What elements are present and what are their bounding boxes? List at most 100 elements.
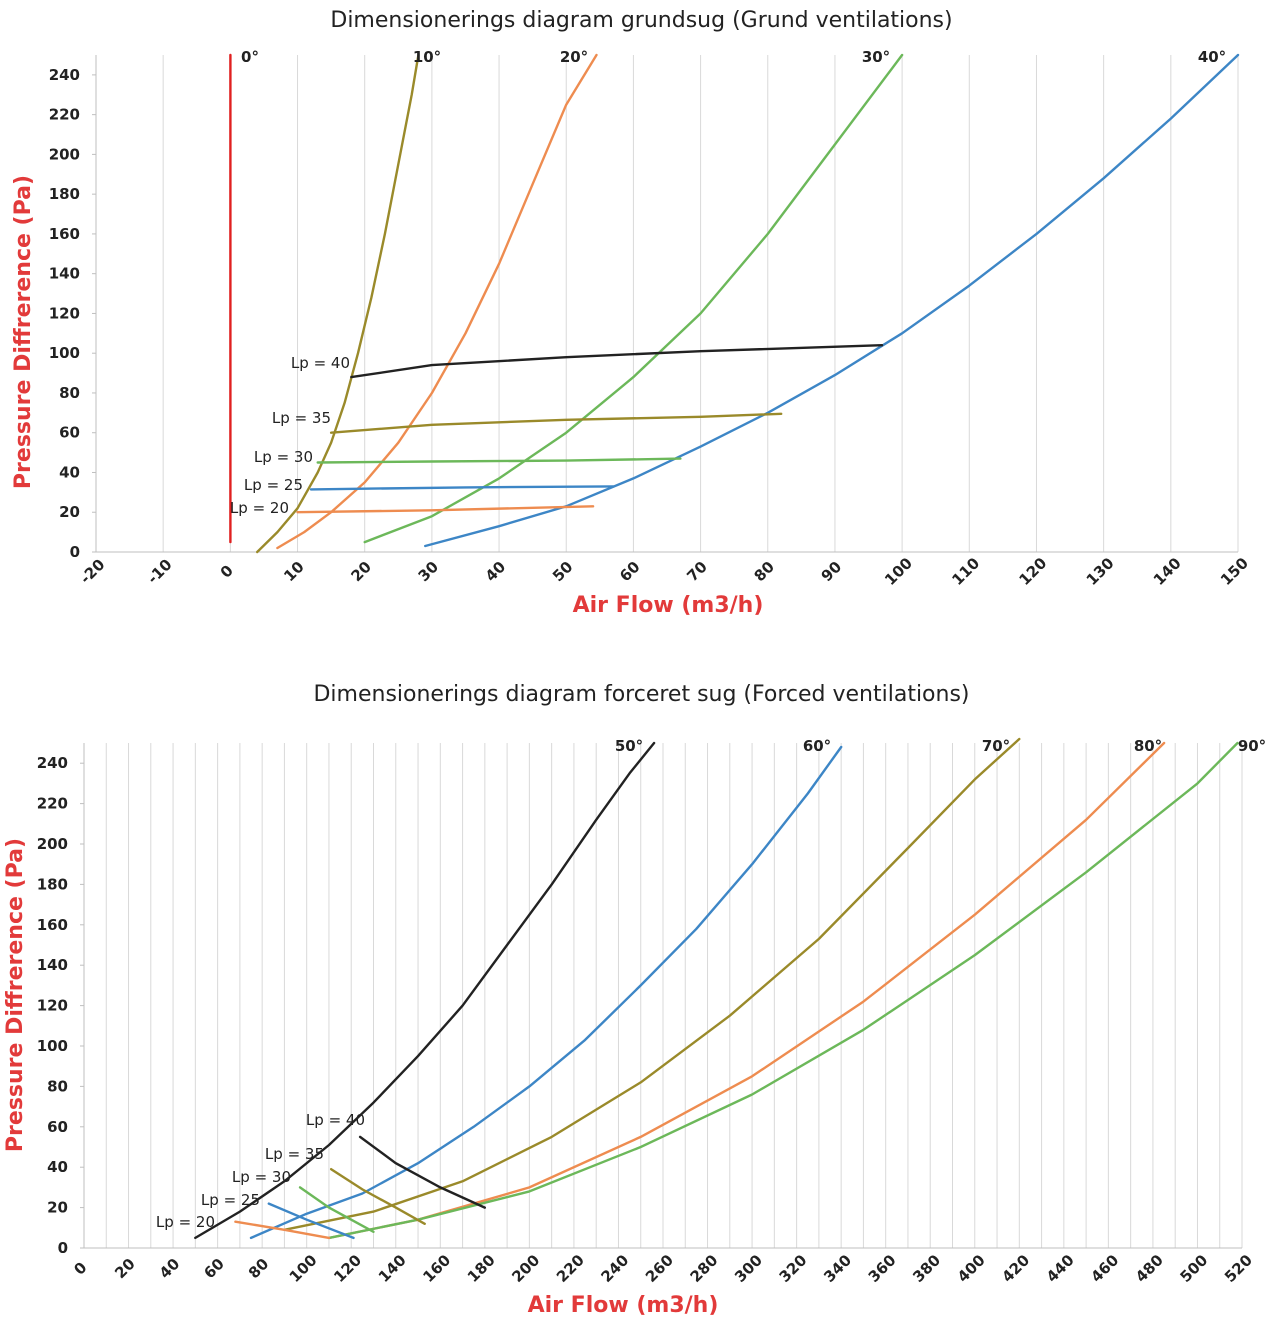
- x-tick-label: 40: [156, 1255, 183, 1282]
- lp-label: Lp = 20: [230, 499, 289, 517]
- y-tick-label: 0: [58, 1239, 68, 1257]
- y-tick-label: 160: [37, 916, 68, 934]
- x-tick-label: 340: [820, 1251, 855, 1286]
- y-tick-label: 80: [47, 1077, 68, 1095]
- y-tick-label: 120: [49, 304, 80, 322]
- series-line: [249, 745, 843, 1240]
- x-tick-label: 30: [415, 558, 442, 585]
- series-label: 60°: [803, 737, 831, 755]
- x-tick-label: 40: [482, 558, 509, 585]
- lp-label: Lp = 25: [244, 476, 303, 494]
- y-tick-label: 200: [49, 145, 80, 163]
- series-label: 20°: [560, 48, 588, 66]
- x-tick-label: 260: [642, 1251, 677, 1286]
- x-tick-label: 400: [954, 1251, 989, 1286]
- y-axis-title: Pressure Diffrerence (Pa): [3, 838, 28, 1152]
- x-tick-label: 120: [330, 1251, 365, 1286]
- y-tick-label: 200: [37, 835, 68, 853]
- x-tick-label: 110: [948, 554, 983, 589]
- y-tick-label: 40: [59, 463, 80, 481]
- y-tick-label: 180: [49, 185, 80, 203]
- lp-line: [330, 1168, 426, 1225]
- y-tick-label: 100: [49, 344, 80, 362]
- y-tick-label: 80: [59, 384, 80, 402]
- lp-line: [350, 344, 884, 379]
- lp-label: Lp = 20: [156, 1213, 215, 1231]
- x-tick-label: 0: [70, 1258, 90, 1278]
- lp-label: Lp = 35: [265, 1145, 324, 1163]
- y-tick-label: 60: [47, 1118, 68, 1136]
- x-axis-title: Air Flow (m3/h): [528, 1293, 719, 1318]
- series-label: 10°: [413, 48, 441, 66]
- y-tick-label: 40: [47, 1158, 68, 1176]
- x-tick-label: 60: [616, 558, 643, 585]
- x-tick-label: 520: [1221, 1251, 1256, 1286]
- chart-title: Dimensionerings diagram forceret sug (Fo…: [313, 682, 970, 707]
- y-tick-label: 180: [37, 875, 68, 893]
- x-tick-label: 100: [881, 554, 916, 589]
- x-tick-label: 120: [1016, 554, 1051, 589]
- y-tick-label: 220: [37, 795, 68, 813]
- y-tick-label: 140: [49, 265, 80, 283]
- y-axis-title: Pressure Diffrerence (Pa): [11, 175, 36, 489]
- series-line: [327, 741, 1166, 1240]
- series-line: [283, 737, 1021, 1231]
- chart-grund-ventilation: Dimensionerings diagram grundsug (Grund …: [0, 0, 1283, 640]
- y-tick-label: 20: [47, 1199, 68, 1217]
- series-label: 0°: [241, 48, 259, 66]
- x-tick-label: 10: [280, 558, 307, 585]
- y-tick-label: 0: [70, 543, 80, 561]
- x-tick-label: 160: [419, 1251, 454, 1286]
- y-tick-label: 20: [59, 503, 80, 521]
- x-tick-label: 20: [347, 558, 374, 585]
- lp-line: [358, 1135, 486, 1209]
- x-tick-label: 240: [597, 1251, 632, 1286]
- x-tick-label: 150: [1217, 554, 1252, 589]
- series-line: [424, 53, 1240, 548]
- x-tick-label: 80: [245, 1255, 272, 1282]
- x-tick-label: 500: [1176, 1251, 1211, 1286]
- series-line: [327, 741, 1239, 1240]
- y-tick-label: 100: [37, 1037, 68, 1055]
- x-tick-label: 140: [375, 1251, 410, 1286]
- series-label: 90°: [1238, 737, 1266, 755]
- x-tick-label: -20: [77, 556, 109, 588]
- series-label: 40°: [1198, 48, 1226, 66]
- x-tick-label: 360: [865, 1251, 900, 1286]
- lp-line: [329, 412, 783, 434]
- x-axis-title: Air Flow (m3/h): [573, 593, 764, 618]
- x-tick-label: 140: [1150, 554, 1185, 589]
- x-tick-label: 420: [998, 1251, 1033, 1286]
- x-tick-label: 180: [464, 1251, 499, 1286]
- x-tick-label: 300: [731, 1251, 766, 1286]
- lp-label: Lp = 35: [272, 409, 331, 427]
- x-tick-label: 480: [1132, 1251, 1167, 1286]
- lp-line: [267, 1202, 355, 1240]
- x-tick-label: 280: [687, 1251, 722, 1286]
- x-tick-label: 90: [818, 558, 845, 585]
- lp-label: Lp = 40: [306, 1111, 365, 1129]
- y-tick-label: 120: [37, 997, 68, 1015]
- chart-forced-ventilation: Dimensionerings diagram forceret sug (Fo…: [0, 672, 1283, 1318]
- x-tick-label: 100: [286, 1251, 321, 1286]
- x-tick-label: 380: [909, 1251, 944, 1286]
- x-tick-label: 20: [111, 1255, 138, 1282]
- x-tick-label: 70: [683, 558, 710, 585]
- series-label: 50°: [615, 737, 643, 755]
- series-label: 70°: [982, 737, 1010, 755]
- y-tick-label: 60: [59, 424, 80, 442]
- x-tick-label: 50: [549, 558, 576, 585]
- y-tick-label: 140: [37, 956, 68, 974]
- lp-line: [298, 1186, 375, 1233]
- lp-line: [296, 505, 595, 514]
- lp-label: Lp = 40: [291, 354, 350, 372]
- y-tick-label: 240: [49, 66, 80, 84]
- series-line: [363, 53, 904, 544]
- x-tick-label: 460: [1087, 1251, 1122, 1286]
- y-tick-label: 240: [37, 754, 68, 772]
- x-tick-label: -10: [144, 556, 176, 588]
- x-tick-label: 60: [200, 1255, 227, 1282]
- lp-label: Lp = 30: [232, 1168, 291, 1186]
- x-tick-label: 0: [217, 561, 237, 581]
